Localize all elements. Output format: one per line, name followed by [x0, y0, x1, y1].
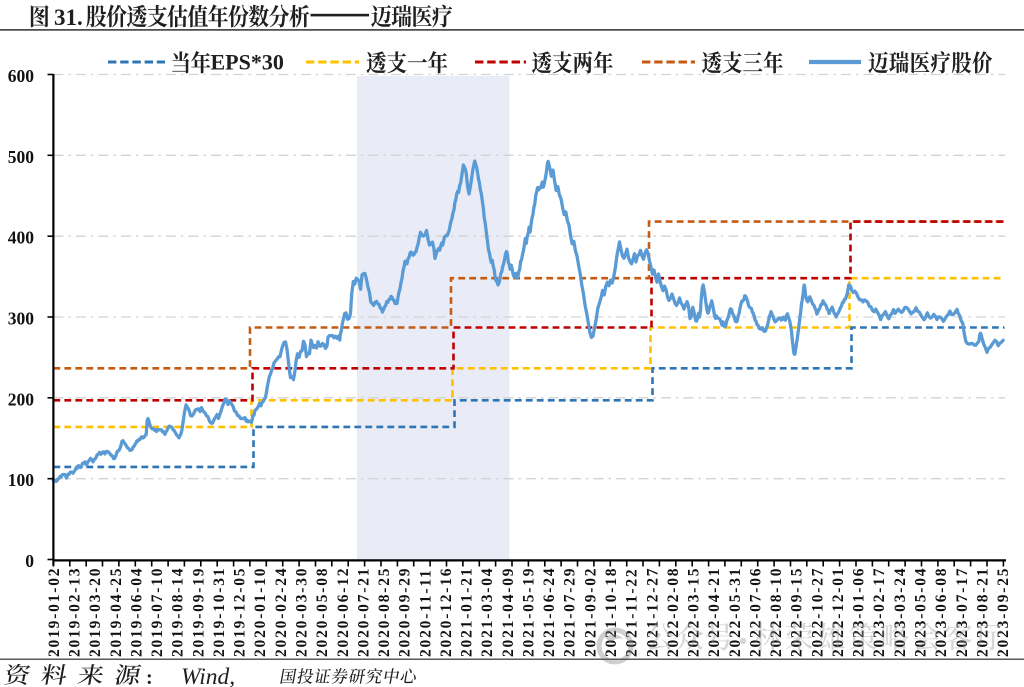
svg-text:2022-04-21: 2022-04-21: [706, 567, 723, 657]
svg-text:2022-07-06: 2022-07-06: [747, 567, 764, 657]
svg-text:31.: 31.: [54, 5, 83, 30]
svg-text:2020-07-21: 2020-07-21: [355, 567, 372, 657]
svg-text:2022-03-15: 2022-03-15: [686, 567, 703, 657]
svg-text:2019-09-19: 2019-09-19: [190, 567, 207, 657]
svg-text:2021-12-27: 2021-12-27: [644, 567, 661, 657]
svg-text:2020-12-16: 2020-12-16: [438, 567, 455, 657]
svg-text:2023-09-25: 2023-09-25: [995, 567, 1012, 657]
svg-text:2021-05-19: 2021-05-19: [521, 567, 538, 657]
svg-text:2020-08-25: 2020-08-25: [376, 567, 393, 657]
svg-text:2021-03-04: 2021-03-04: [479, 567, 496, 657]
svg-text:2022-09-15: 2022-09-15: [789, 567, 806, 657]
svg-text:2020-09-29: 2020-09-29: [397, 567, 414, 657]
svg-text:2019-01-02: 2019-01-02: [46, 567, 63, 657]
svg-text:2022-10-27: 2022-10-27: [809, 567, 826, 657]
svg-text:2021-10-18: 2021-10-18: [603, 567, 620, 657]
svg-text:2019-07-10: 2019-07-10: [149, 567, 166, 657]
svg-text:2021-11-22: 2021-11-22: [624, 568, 641, 657]
svg-text:2019-06-04: 2019-06-04: [128, 567, 145, 657]
svg-text:2019-04-25: 2019-04-25: [108, 567, 125, 657]
svg-text:2019-10-31: 2019-10-31: [211, 567, 228, 657]
svg-text:2020-01-10: 2020-01-10: [252, 567, 269, 657]
svg-text:600: 600: [8, 66, 35, 86]
svg-text:2023-07-17: 2023-07-17: [954, 567, 971, 657]
svg-text:2019-02-13: 2019-02-13: [67, 567, 84, 657]
svg-text:300: 300: [8, 309, 35, 329]
svg-text:2021-07-29: 2021-07-29: [562, 567, 579, 657]
svg-text:Wind,: Wind,: [181, 664, 235, 687]
svg-text:2019-03-20: 2019-03-20: [87, 567, 104, 657]
svg-text:2020-02-24: 2020-02-24: [273, 567, 290, 657]
svg-text:2023-03-24: 2023-03-24: [892, 567, 909, 657]
svg-text:2023-05-04: 2023-05-04: [913, 567, 930, 657]
svg-text:2019-08-14: 2019-08-14: [170, 567, 187, 657]
svg-text:2022-08-10: 2022-08-10: [768, 567, 785, 657]
svg-text:2020-03-30: 2020-03-30: [294, 567, 311, 657]
svg-text:2021-04-09: 2021-04-09: [500, 567, 517, 657]
svg-text:2023-08-21: 2023-08-21: [974, 567, 991, 657]
svg-text:2021-09-02: 2021-09-02: [582, 567, 599, 657]
svg-text::: :: [146, 667, 153, 687]
svg-text:100: 100: [8, 470, 35, 490]
svg-text:2020-06-12: 2020-06-12: [335, 567, 352, 657]
svg-text:2021-06-24: 2021-06-24: [541, 567, 558, 657]
svg-text:500: 500: [8, 147, 35, 167]
svg-text:2020-05-08: 2020-05-08: [314, 567, 331, 657]
svg-text:400: 400: [8, 228, 35, 248]
svg-text:0: 0: [25, 551, 34, 571]
svg-text:2023-06-08: 2023-06-08: [933, 567, 950, 657]
svg-text:2020-11-11: 2020-11-11: [417, 568, 434, 657]
svg-text:2023-02-17: 2023-02-17: [871, 567, 888, 657]
svg-text:2019-12-05: 2019-12-05: [232, 567, 249, 657]
svg-text:200: 200: [8, 389, 35, 409]
svg-text:2021-01-21: 2021-01-21: [459, 567, 476, 657]
svg-text:EPS*30: EPS*30: [211, 50, 284, 75]
